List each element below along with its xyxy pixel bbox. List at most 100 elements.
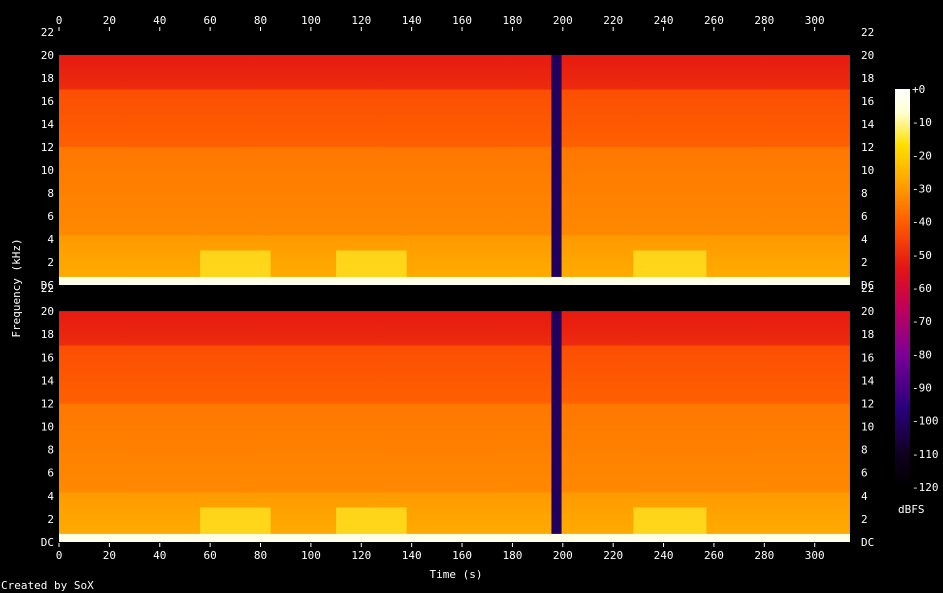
ch2-gap xyxy=(551,311,562,542)
x-tick-top-160: 160 xyxy=(452,14,472,27)
colorbar-tick--100: -100 xyxy=(912,415,939,428)
ch2-spectrum-part-1 xyxy=(59,311,552,542)
y-tick-ch1-left-DC: DC xyxy=(41,279,54,292)
x-tick-top-100: 100 xyxy=(301,14,321,27)
y-tick-ch2-right-4: 4 xyxy=(861,490,868,503)
y-tick-ch2-right-18: 18 xyxy=(861,328,874,341)
y-tick-ch2-right-6: 6 xyxy=(861,467,868,480)
x-tick-top-60: 60 xyxy=(204,14,217,27)
ch2-dc-band xyxy=(59,533,850,542)
colorbar-tick--20: -20 xyxy=(912,149,932,162)
x-tick-top-220: 220 xyxy=(603,14,623,27)
colorbar-tick-+0: +0 xyxy=(912,83,925,96)
ch2-bright-segment-3 xyxy=(633,507,707,534)
x-tick-top-80: 80 xyxy=(254,14,267,27)
colorbar-tick--60: -60 xyxy=(912,282,932,295)
y-tick-ch2-right-2: 2 xyxy=(861,513,868,526)
y-tick-ch1-right-8: 8 xyxy=(861,187,868,200)
y-tick-ch1-right-12: 12 xyxy=(861,141,874,154)
y-tick-ch1-left-12: 12 xyxy=(41,141,54,154)
x-tick-top-40: 40 xyxy=(153,14,166,27)
y-tick-ch1-left-6: 6 xyxy=(47,210,54,223)
colorbar-tick--110: -110 xyxy=(912,448,939,461)
y-tick-ch2-right-22: 22 xyxy=(861,282,874,295)
x-tick-top-0: 0 xyxy=(56,14,63,27)
y-tick-ch1-left-4: 4 xyxy=(47,233,54,246)
y-tick-ch2-right-8: 8 xyxy=(861,444,868,457)
x-axis-label: Time (s) xyxy=(430,568,483,581)
x-tick-top-240: 240 xyxy=(654,14,674,27)
ch1-bright-segment-1 xyxy=(200,250,271,277)
y-tick-ch1-left-8: 8 xyxy=(47,187,54,200)
x-tick-bottom-280: 280 xyxy=(754,549,774,562)
x-tick-bottom-100: 100 xyxy=(301,549,321,562)
ch2-bright-segment-2 xyxy=(336,507,407,534)
x-tick-bottom-40: 40 xyxy=(153,549,166,562)
y-tick-ch2-left-14: 14 xyxy=(41,374,55,387)
ch2-spectrum-part-2 xyxy=(561,311,850,542)
colorbar-tick--50: -50 xyxy=(912,249,932,262)
y-tick-ch1-right-14: 14 xyxy=(861,118,875,131)
y-tick-ch2-left-16: 16 xyxy=(41,351,54,364)
y-tick-ch2-right-16: 16 xyxy=(861,351,874,364)
y-tick-ch2-right-12: 12 xyxy=(861,397,874,410)
y-axis-label: Frequency (kHz) xyxy=(10,238,23,337)
y-tick-ch2-left-4: 4 xyxy=(47,490,54,503)
x-tick-bottom-220: 220 xyxy=(603,549,623,562)
colorbar-axis: +0 -10 -20 -30 -40 -50 -60 -70 -80 -90 -100 -110 -12… xyxy=(912,83,939,494)
x-tick-bottom-80: 80 xyxy=(254,549,267,562)
y-tick-ch2-left-18: 18 xyxy=(41,328,54,341)
y-tick-ch1-right-2: 2 xyxy=(861,256,868,269)
y-tick-ch2-left-2: 2 xyxy=(47,513,54,526)
x-tick-top-140: 140 xyxy=(402,14,422,27)
y-tick-ch2-left-10: 10 xyxy=(41,421,54,434)
y-tick-ch2-left-20: 20 xyxy=(41,305,54,318)
ch1-bright-segment-3 xyxy=(633,250,707,277)
y-tick-ch1-left-18: 18 xyxy=(41,72,54,85)
x-tick-bottom-60: 60 xyxy=(204,549,217,562)
ch1-gap xyxy=(551,55,562,285)
colorbar-tick--120: -120 xyxy=(912,481,939,494)
channel-1-plot xyxy=(59,32,855,285)
y-tick-ch1-left-2: 2 xyxy=(47,256,54,269)
x-tick-bottom-160: 160 xyxy=(452,549,472,562)
y-tick-ch1-left-20: 20 xyxy=(41,49,54,62)
colorbar-tick--40: -40 xyxy=(912,216,932,229)
x-axis-top: 0 20 40 60 80 100 120 140 160 180 200 220 240 260 280 3… xyxy=(56,14,825,31)
x-axis-bottom: 0 20 40 60 80 100 120 140 160 180 200 220 240 260 280 3… xyxy=(56,543,825,562)
y-tick-ch1-right-22: 22 xyxy=(861,26,874,39)
y-tick-ch2-left-22: 22 xyxy=(41,282,54,295)
colorbar-tick--10: -10 xyxy=(912,116,932,129)
y-tick-ch2-left-6: 6 xyxy=(47,467,54,480)
x-tick-bottom-0: 0 xyxy=(56,549,63,562)
x-tick-bottom-200: 200 xyxy=(553,549,573,562)
x-tick-top-120: 120 xyxy=(351,14,371,27)
y-tick-ch1-right-20: 20 xyxy=(861,49,874,62)
ch1-bright-segment-2 xyxy=(336,250,407,277)
y-tick-ch1-right-4: 4 xyxy=(861,233,868,246)
colorbar-tick--70: -70 xyxy=(912,315,932,328)
plot-frame-bottom xyxy=(58,287,856,543)
y-tick-ch1-left-10: 10 xyxy=(41,164,54,177)
y-tick-ch1-right-18: 18 xyxy=(861,72,874,85)
y-tick-ch1-right-10: 10 xyxy=(861,164,874,177)
x-tick-top-20: 20 xyxy=(103,14,116,27)
x-tick-bottom-20: 20 xyxy=(103,549,116,562)
y-tick-ch1-right-6: 6 xyxy=(861,210,868,223)
y-tick-ch2-left-DC: DC xyxy=(41,536,54,549)
y-tick-ch2-left-8: 8 xyxy=(47,444,54,457)
channel-2-plot xyxy=(59,288,855,542)
x-tick-bottom-240: 240 xyxy=(654,549,674,562)
y-tick-ch1-left-16: 16 xyxy=(41,95,54,108)
y-tick-ch1-right-DC: DC xyxy=(861,279,874,292)
x-tick-bottom-260: 260 xyxy=(704,549,724,562)
y-tick-ch2-right-20: 20 xyxy=(861,305,874,318)
colorbar-tick--30: -30 xyxy=(912,183,932,196)
y-tick-ch1-left-14: 14 xyxy=(41,118,55,131)
x-tick-bottom-300: 300 xyxy=(805,549,825,562)
colorbar-tick--80: -80 xyxy=(912,348,932,361)
colorbar-tick--90: -90 xyxy=(912,382,932,395)
